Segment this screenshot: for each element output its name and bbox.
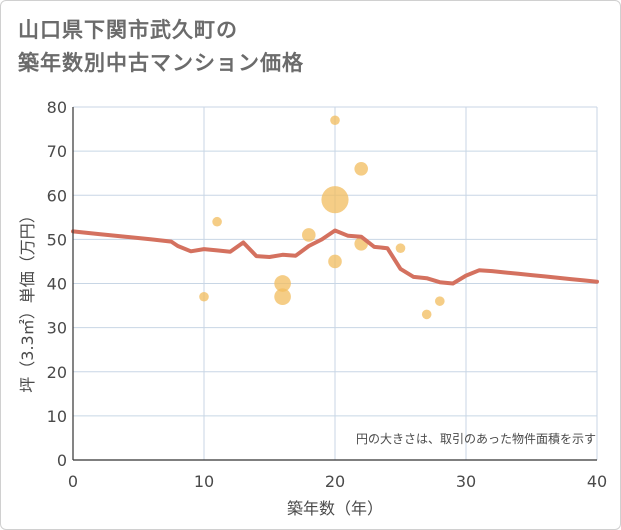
x-tick-label-40: 40 <box>587 472 607 491</box>
x-tick-label-20: 20 <box>325 472 345 491</box>
y-tick-label-70: 70 <box>47 142 67 161</box>
bubble-point-12 <box>435 296 445 306</box>
bubble-point-6 <box>321 186 349 214</box>
x-tick-labels: 0 10 20 30 40 <box>68 472 607 491</box>
y-tick-label-40: 40 <box>47 275 67 294</box>
bubble-point-11 <box>421 309 432 320</box>
chart-title-line1: 山口県下関市武久町の <box>18 18 238 42</box>
axes <box>72 107 597 461</box>
y-tick-label-0: 0 <box>57 451 67 470</box>
trend-series <box>71 228 599 286</box>
bubble-size-note: 円の大きさは、取引のあった物件面積を示す <box>356 431 596 446</box>
bubble-point-7 <box>328 254 342 269</box>
bubble-point-2 <box>274 275 291 292</box>
chart-title: 山口県下関市武久町の 築年数別中古マンション価格 <box>18 14 304 80</box>
bubble-point-5 <box>330 115 340 126</box>
bubble-point-10 <box>395 243 406 253</box>
x-tick-label-10: 10 <box>194 472 214 491</box>
y-tick-label-20: 20 <box>47 363 67 382</box>
bubble-series <box>199 115 445 320</box>
y-axis-title: 坪（3.3㎡）単価（万円） <box>18 207 37 392</box>
y-tick-labels: 0 10 20 30 40 50 60 70 80 <box>47 98 67 470</box>
bubble-point-1 <box>212 216 222 227</box>
x-axis-title: 築年数（年） <box>287 499 383 518</box>
y-tick-label-80: 80 <box>47 98 67 117</box>
chart-title-line2: 築年数別中古マンション価格 <box>18 51 304 75</box>
bubble-point-3 <box>274 288 291 306</box>
trend-line <box>71 228 599 286</box>
y-tick-label-60: 60 <box>47 186 67 205</box>
y-tick-label-30: 30 <box>47 319 67 338</box>
y-tick-label-10: 10 <box>47 407 67 426</box>
grid-lines <box>72 106 598 461</box>
bubble-point-0 <box>199 291 209 302</box>
x-tick-label-0: 0 <box>68 472 78 491</box>
y-tick-label-50: 50 <box>47 230 67 249</box>
bubble-point-4 <box>302 228 316 242</box>
x-tick-label-30: 30 <box>456 472 476 491</box>
bubble-point-8 <box>354 161 368 176</box>
